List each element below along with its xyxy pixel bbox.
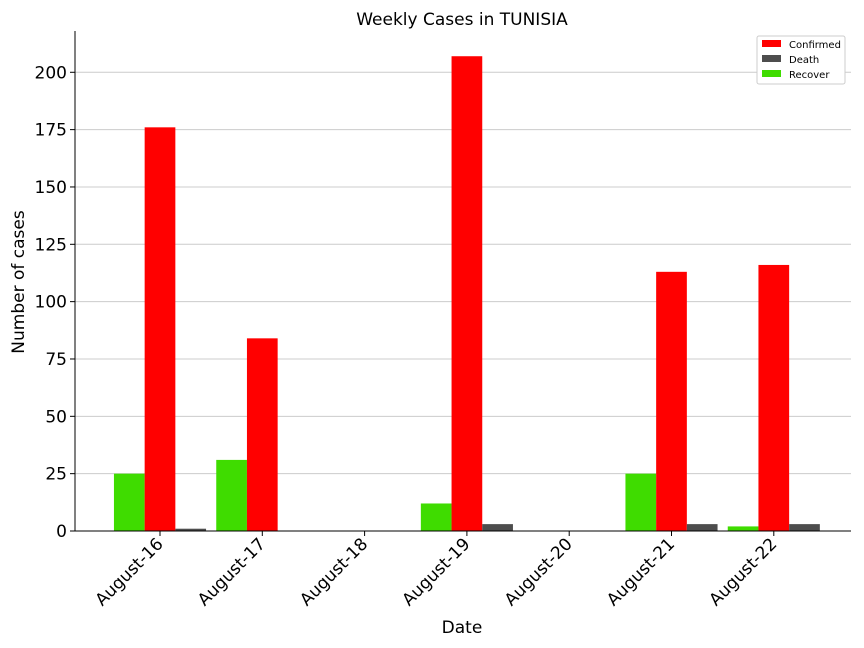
legend-swatch-death [762, 55, 781, 62]
bar-recover [113, 473, 145, 531]
bar-recover [216, 459, 247, 531]
y-tick-label: 150 [35, 178, 67, 198]
legend-swatch-recover [762, 70, 781, 77]
bar-death [175, 528, 207, 531]
bar-recover [727, 526, 759, 531]
bar-confirmed [451, 56, 483, 531]
x-tick-label: August-21 [603, 534, 679, 610]
x-tick-label: August-19 [399, 534, 475, 610]
x-tick-label: August-20 [501, 534, 577, 610]
bars [113, 56, 820, 532]
legend-label-confirmed: Confirmed [789, 40, 841, 51]
bar-death [686, 524, 718, 531]
y-tick-label: 200 [35, 63, 67, 83]
x-tick-label: August-16 [92, 534, 168, 610]
x-tick-label: August-18 [296, 534, 372, 610]
legend-items: Confirmed Death Recover [762, 40, 841, 81]
y-ticks: 0 25 50 75 100 125 150 175 200 [35, 63, 75, 542]
bar-death [482, 524, 513, 531]
x-tick-label: August-17 [194, 534, 270, 610]
bar-confirmed [246, 338, 278, 531]
legend-swatch-confirmed [762, 40, 781, 47]
legend: Confirmed Death Recover [756, 35, 846, 85]
x-ticks: August-16 August-17 August-18 August-19 Augu… [92, 531, 781, 610]
y-tick-label: 50 [45, 407, 67, 427]
bar-confirmed [144, 127, 176, 532]
x-tick-label: August-22 [705, 534, 781, 610]
y-tick-label: 25 [45, 465, 67, 485]
axes [74, 31, 851, 532]
bar-confirmed [758, 264, 790, 531]
bar-death [789, 524, 820, 531]
y-tick-label: 100 [35, 293, 67, 313]
x-axis-label: Date [442, 618, 483, 638]
legend-label-death: Death [789, 55, 819, 66]
y-tick-label: 0 [56, 522, 67, 542]
bar-confirmed [656, 271, 687, 531]
bar-recover [625, 473, 657, 531]
y-tick-label: 175 [35, 121, 67, 141]
y-tick-label: 125 [35, 235, 67, 255]
y-tick-label: 75 [45, 350, 67, 370]
bar-recover [420, 503, 452, 531]
y-axis-label: Number of cases [9, 210, 29, 354]
legend-label-recover: Recover [789, 70, 830, 81]
chart-title: Weekly Cases in TUNISIA [356, 10, 568, 30]
